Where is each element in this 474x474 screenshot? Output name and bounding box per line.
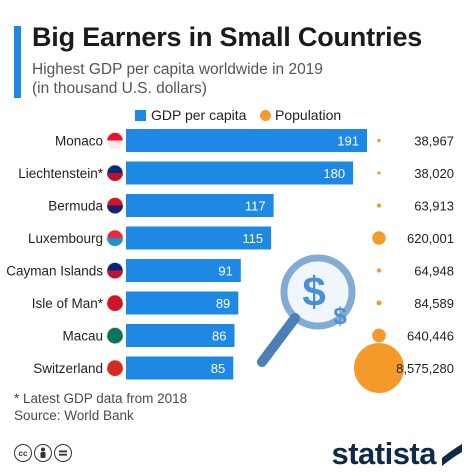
footer: cc statista: [0, 434, 474, 474]
flag-icon-half: [107, 238, 123, 246]
footnote-text: * Latest GDP data from 2018: [14, 391, 188, 406]
accent-bar: [14, 26, 21, 98]
footnotes: * Latest GDP data from 2018 Source: Worl…: [14, 390, 187, 424]
population-label: 63,913: [414, 199, 454, 214]
magnifier-handle: [257, 313, 300, 367]
magnifier-dollar-small-icon: $: [333, 303, 347, 330]
population-label: 64,948: [414, 264, 454, 279]
gdp-value-label: 191: [337, 134, 359, 149]
license-icons: cc: [14, 444, 72, 464]
category-label: Isle of Man*: [32, 296, 104, 311]
flag-icon-half: [107, 303, 123, 311]
population-label: 620,001: [407, 231, 454, 246]
population-dot: [377, 138, 381, 143]
category-label: Switzerland: [33, 361, 103, 376]
population-dot: [372, 328, 386, 343]
flag-icon-half: [107, 335, 123, 344]
flag-icon-half: [107, 140, 123, 149]
flag-icon-half: [107, 368, 123, 376]
gdp-bar: [126, 259, 241, 282]
statista-wordmark[interactable]: statista: [331, 436, 436, 471]
category-label: Cayman Islands: [6, 264, 103, 279]
population-dot: [377, 171, 381, 175]
category-label: Bermuda: [48, 199, 103, 214]
gdp-value-label: 89: [216, 296, 230, 311]
gdp-bar: [126, 161, 354, 185]
legend-gdp-swatch: [135, 110, 146, 121]
category-label: Luxembourg: [28, 231, 103, 246]
chart-subtitle: Highest GDP per capita worldwide in 2019…: [32, 60, 452, 98]
legend-population-label: Population: [275, 107, 342, 123]
gdp-bar: [126, 356, 234, 380]
population-label: 640,446: [407, 329, 454, 344]
gdp-value-label: 91: [218, 264, 232, 279]
legend-population-swatch: [260, 110, 271, 121]
magnifier-lens: [280, 254, 356, 330]
person-icon[interactable]: [34, 444, 52, 462]
population-label: 38,020: [414, 166, 454, 181]
flag-icon-half: [107, 173, 123, 181]
gdp-bar: [126, 129, 367, 152]
gdp-bar: [126, 291, 239, 315]
population-label: 8,575,280: [396, 361, 454, 376]
population-dot: [372, 231, 386, 245]
gdp-value-label: 86: [212, 329, 226, 344]
subtitle-line-1: Highest GDP per capita worldwide in 2019: [32, 61, 323, 78]
legend-gdp-label: GDP per capita: [151, 107, 247, 123]
gdp-value-label: 180: [323, 166, 345, 181]
category-label: Macau: [62, 329, 103, 344]
population-dot: [376, 300, 382, 306]
gdp-bar: [126, 226, 272, 250]
source-text: Source: World Bank: [14, 408, 134, 423]
flag-icon-half: [107, 270, 123, 279]
subtitle-line-2: (in thousand U.S. dollars): [32, 80, 207, 97]
statista-logo-icon: [442, 444, 462, 466]
population-dot: [376, 203, 382, 208]
magnifier-dollar-icon: $: [302, 268, 325, 315]
gdp-value-label: 85: [211, 361, 225, 376]
population-dot: [354, 343, 404, 393]
gdp-value-label: 117: [245, 199, 266, 214]
flag-icon-half: [107, 205, 123, 214]
category-label: Monaco: [55, 134, 103, 149]
population-label: 84,589: [414, 296, 454, 311]
gdp-bar: [126, 324, 235, 347]
legend: GDP per capita Population: [0, 107, 474, 127]
gdp-value-label: 115: [242, 231, 263, 246]
population-label: 38,967: [414, 134, 454, 149]
gdp-bar: [126, 194, 274, 217]
cc-icon[interactable]: cc: [14, 444, 32, 462]
chart-title: Big Earners in Small Countries: [32, 22, 423, 52]
population-dot: [376, 268, 382, 273]
category-label: Liechtenstein*: [18, 166, 104, 181]
no-derivatives-icon[interactable]: [54, 444, 72, 462]
